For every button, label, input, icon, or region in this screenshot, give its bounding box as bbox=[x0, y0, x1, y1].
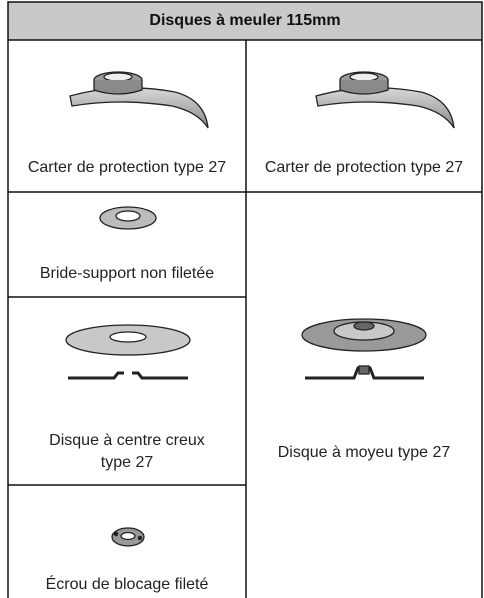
nut-pin-hole bbox=[137, 535, 143, 541]
hub-nut bbox=[353, 321, 375, 331]
cell-label: Disque à moyeu type 27 bbox=[277, 444, 451, 461]
guard-collar bbox=[93, 80, 143, 95]
table-borders bbox=[7, 1, 483, 598]
cell-label: Bride-support non filetée bbox=[39, 265, 215, 282]
guard-hole bbox=[103, 72, 133, 82]
nut-illustration bbox=[111, 527, 145, 547]
disc-profile bbox=[68, 371, 188, 380]
flange-illustration bbox=[99, 206, 157, 230]
guard-band bbox=[69, 87, 209, 129]
guard-illustration bbox=[315, 71, 455, 129]
nut-hole bbox=[120, 531, 136, 541]
cell-label: Carter de protection type 27 bbox=[27, 159, 227, 176]
guard-collar bbox=[339, 80, 389, 95]
outer-border bbox=[7, 1, 483, 598]
cell-label: Carter de protection type 27 bbox=[264, 159, 464, 176]
nut-pin-hole bbox=[113, 531, 119, 537]
guard-hole bbox=[349, 72, 379, 82]
header-background bbox=[8, 2, 482, 40]
hub-disc-illustration bbox=[301, 318, 427, 380]
cell-label: Écrou de blocage fileté bbox=[45, 576, 209, 593]
flange-hole bbox=[115, 210, 141, 222]
guard-band bbox=[315, 87, 455, 129]
table-title: Disques à meuler 115mm bbox=[149, 12, 341, 29]
depressed-disc-illustration bbox=[65, 324, 191, 380]
guard-illustration bbox=[69, 71, 209, 129]
cell-label: Disque à centre creux type 27 bbox=[49, 432, 205, 471]
disc-hole bbox=[109, 331, 147, 343]
hub-section bbox=[358, 365, 370, 375]
